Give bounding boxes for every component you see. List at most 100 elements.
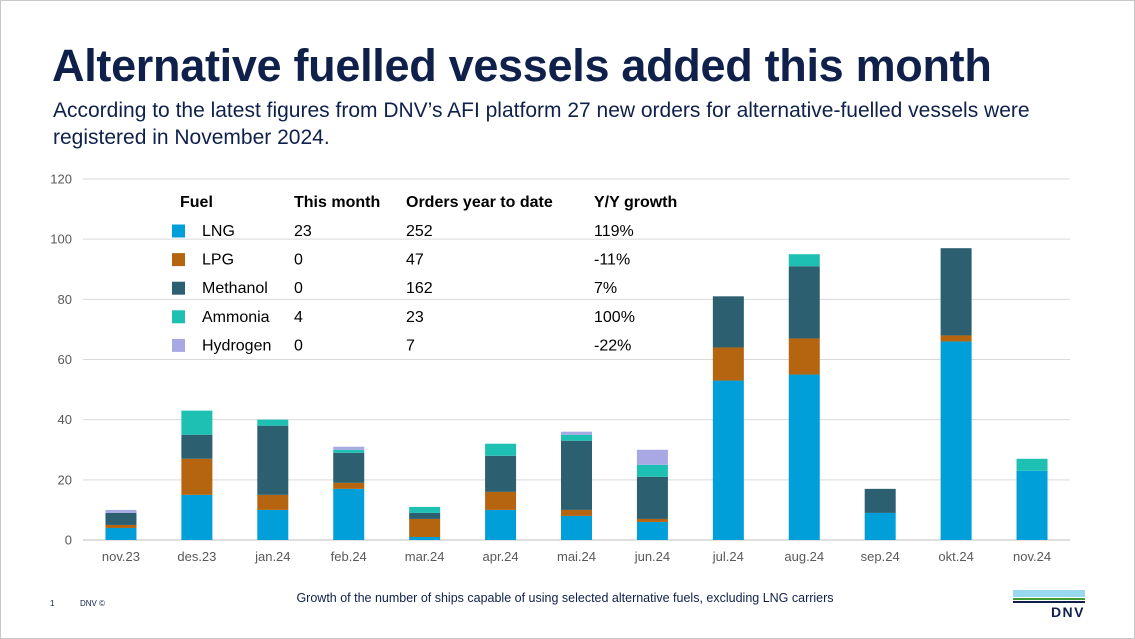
legend-this-month: 23 [294,223,312,240]
bar-segment-lng-apr.24 [485,509,517,540]
logo-stripe-green [1013,598,1085,600]
x-tick-label: jul.24 [712,549,744,564]
page-subtitle: According to the latest figures from DNV… [53,99,1030,149]
bar-segment-lng-des.23 [181,494,213,540]
copyright-text: DNV © [80,599,106,608]
legend-this-month: 4 [294,309,303,326]
dnv-logo: DNV [1013,590,1085,619]
x-axis-ticks: nov.23 des.23 jan.24 feb.24 mar.24 apr.24 mai.… [102,549,1051,564]
legend-ytd: 23 [406,309,424,326]
bar-segment-ammonia-des.23 [181,410,213,435]
legend-growth: 119% [594,223,634,240]
legend-fuel-name: LPG [202,252,234,269]
legend-growth: -11% [594,252,630,269]
legend-swatch-hydrogen [172,338,185,352]
x-tick-label: mai.24 [557,549,596,564]
y-tick-label: 0 [65,533,72,548]
bar-segment-hydrogen-mai.24 [561,431,592,435]
legend-growth: 7% [594,280,617,297]
bar-segment-lng-jan.24 [257,509,289,540]
page-number: 1 [50,599,55,608]
legend-header: Y/Y growth [594,194,677,211]
legend-this-month: 0 [294,337,303,354]
bar-segment-ammonia-apr.24 [485,443,517,456]
bar-segment-lng-jun.24 [636,521,668,540]
bar-segment-lpg-jun.24 [636,518,668,522]
bar-segment-hydrogen-jun.24 [636,449,668,465]
bar-segment-methanol-aug.24 [788,266,820,339]
legend-this-month: 0 [294,280,303,297]
x-tick-label: jan.24 [254,549,290,564]
bar-segment-methanol-apr.24 [485,455,517,492]
x-tick-label: nov.23 [102,549,140,564]
legend-swatch-methanol [172,281,185,295]
x-tick-label: okt.24 [938,549,973,564]
bar-segment-ammonia-jan.24 [257,419,289,426]
x-tick-label: feb.24 [331,549,367,564]
legend-fuel-name: Ammonia [202,309,270,326]
bar-segment-lpg-okt.24 [940,335,972,342]
legend-ytd: 7 [406,337,415,354]
y-tick-label: 20 [58,472,72,487]
bar-segment-lpg-apr.24 [485,491,517,510]
bar-segment-lng-okt.24 [940,341,972,540]
y-tick-label: 120 [50,172,72,187]
bar-segment-lpg-aug.24 [788,338,820,375]
bar-segment-methanol-des.23 [181,434,213,459]
bar-segment-lng-nov.24 [1016,470,1048,540]
y-tick-label: 80 [58,292,72,307]
legend-growth: -22% [594,337,631,354]
legend-table: Fuel This month Orders year to date Y/Y gro… [172,194,677,354]
bar-segment-lpg-mai.24 [561,509,592,516]
legend-header: Orders year to date [406,194,553,211]
bar-segment-lpg-feb.24 [333,482,365,489]
bar-segment-lpg-nov.23 [105,524,137,528]
bar-segment-ammonia-nov.24 [1016,458,1048,471]
bar-segment-lng-mar.24 [409,536,441,540]
legend-ytd: 47 [406,252,424,269]
bar-segment-lpg-des.23 [181,458,213,495]
bar-segment-ammonia-mar.24 [409,506,441,513]
bar-segment-lng-aug.24 [788,374,820,540]
legend-fuel-name: Hydrogen [202,337,271,354]
legend-this-month: 0 [294,252,303,269]
x-tick-label: apr.24 [482,549,518,564]
x-tick-label: des.23 [177,549,216,564]
y-tick-label: 100 [50,232,72,247]
logo-stripe-navy [1013,601,1085,603]
page-title: Alternative fuelled vessels added this m… [52,40,992,91]
x-tick-label: aug.24 [784,549,824,564]
legend-swatch-ammonia [172,310,185,324]
bar-segment-lng-mai.24 [561,515,592,540]
bar-segment-methanol-jun.24 [636,476,668,519]
bar-segment-lng-sep.24 [864,512,896,540]
legend-ytd: 252 [406,223,433,240]
bar-segment-hydrogen-nov.23 [105,509,137,513]
legend-header: Fuel [180,194,213,211]
bar-segment-methanol-feb.24 [333,452,365,483]
legend-ytd: 162 [406,280,433,297]
bar-segment-methanol-jan.24 [257,425,289,495]
bar-segment-methanol-jul.24 [712,296,744,348]
bar-segment-lpg-jan.24 [257,494,289,510]
bar-segment-methanol-nov.23 [105,512,137,525]
bars [105,248,1048,540]
grid-lines [83,178,1070,541]
bar-segment-methanol-okt.24 [940,248,972,336]
bar-segment-ammonia-aug.24 [788,254,820,267]
bar-segment-ammonia-feb.24 [333,449,365,453]
chart-caption: Growth of the number of ships capable of… [296,591,834,605]
legend-swatch-lpg [172,253,185,267]
bar-segment-lng-nov.23 [105,527,137,540]
logo-stripe-light [1013,590,1085,597]
y-axis-ticks: 0 20 40 60 80 100 120 [50,172,72,548]
bar-segment-lng-jul.24 [712,380,744,540]
x-tick-label: nov.24 [1013,549,1051,564]
legend-fuel-name: Methanol [202,280,268,297]
bar-segment-lng-feb.24 [333,488,365,540]
bar-segment-ammonia-mai.24 [561,434,592,441]
bar-segment-methanol-sep.24 [864,488,896,513]
y-tick-label: 60 [58,352,72,367]
x-tick-label: jun.24 [634,549,670,564]
